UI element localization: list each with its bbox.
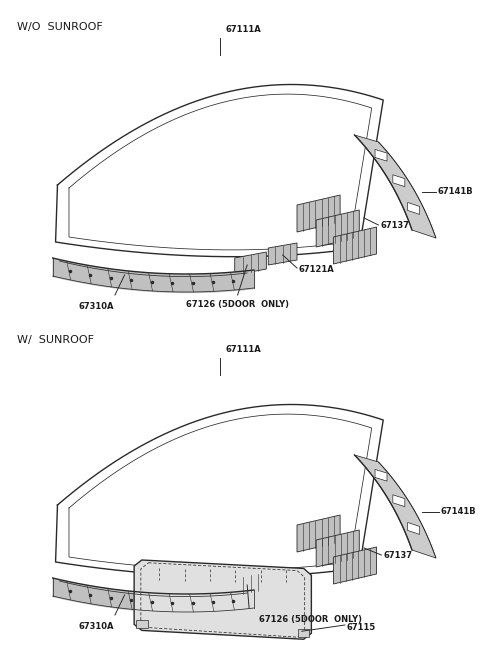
- Polygon shape: [235, 252, 266, 275]
- Text: 67111A: 67111A: [225, 345, 261, 354]
- Polygon shape: [408, 523, 420, 534]
- Text: 67137: 67137: [383, 550, 412, 559]
- Polygon shape: [316, 530, 359, 567]
- Polygon shape: [375, 470, 387, 481]
- Polygon shape: [297, 515, 340, 552]
- Polygon shape: [393, 495, 405, 507]
- Text: 67111A: 67111A: [225, 26, 261, 35]
- Text: 67115: 67115: [347, 622, 376, 631]
- Text: 67141B: 67141B: [441, 508, 476, 517]
- Text: 67137: 67137: [380, 221, 409, 229]
- Polygon shape: [334, 547, 376, 584]
- Polygon shape: [375, 149, 387, 161]
- Polygon shape: [408, 202, 420, 214]
- Polygon shape: [297, 195, 340, 232]
- Text: W/O  SUNROOF: W/O SUNROOF: [17, 22, 103, 32]
- Polygon shape: [298, 629, 310, 637]
- Polygon shape: [355, 135, 436, 238]
- Polygon shape: [268, 243, 297, 265]
- Text: 67310A: 67310A: [78, 302, 114, 311]
- Polygon shape: [235, 572, 266, 595]
- Text: 67126 (5DOOR  ONLY): 67126 (5DOOR ONLY): [259, 615, 361, 624]
- Text: W/  SUNROOF: W/ SUNROOF: [17, 335, 94, 345]
- Polygon shape: [393, 175, 405, 187]
- Polygon shape: [334, 227, 376, 264]
- Polygon shape: [355, 455, 436, 558]
- Polygon shape: [136, 620, 147, 627]
- Text: 67126 (5DOOR  ONLY): 67126 (5DOOR ONLY): [186, 300, 289, 309]
- Text: 67141B: 67141B: [438, 187, 473, 196]
- Polygon shape: [316, 210, 359, 247]
- Text: 67310A: 67310A: [78, 622, 114, 631]
- Polygon shape: [134, 560, 312, 639]
- Text: 67121A: 67121A: [299, 265, 335, 274]
